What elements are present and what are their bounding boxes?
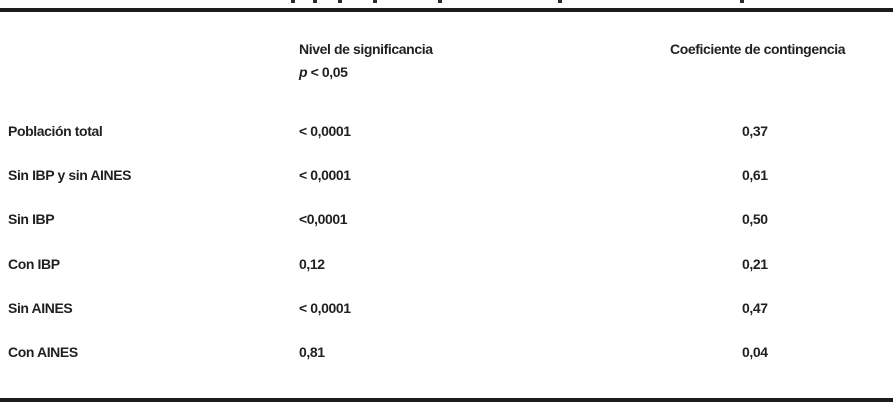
contingency-cell: 0,50 (742, 211, 768, 227)
contingency-cell: 0,61 (742, 167, 768, 183)
significance-cell: 0,12 (299, 256, 325, 272)
caption-remnant-mark (558, 0, 562, 3)
significance-cell: < 0,0001 (299, 300, 351, 316)
row-label-cell: Población total (8, 123, 103, 139)
contingency-cell: 0,04 (742, 344, 768, 360)
caption-remnant-mark (438, 0, 442, 3)
p-symbol: p (299, 64, 308, 80)
contingency-cell: 0,21 (742, 256, 768, 272)
contingency-cell: 0,47 (742, 300, 768, 316)
header-significance-threshold: p < 0,05 (299, 65, 348, 79)
caption-remnant-mark (313, 0, 317, 3)
p-threshold-value: < 0,05 (307, 64, 348, 80)
header-contingency: Coeficiente de contingencia (670, 41, 846, 57)
caption-remnant-mark (373, 0, 377, 3)
table-top-rule (0, 8, 893, 12)
row-label-cell: Con AINES (8, 344, 78, 360)
caption-remnant-mark (740, 0, 744, 3)
row-label-cell: Con IBP (8, 256, 60, 272)
table-bottom-rule (0, 398, 893, 402)
header-significance: Nivel de significancia (299, 41, 433, 57)
significance-cell: <0,0001 (299, 211, 348, 227)
significance-cell: < 0,0001 (299, 123, 351, 139)
row-label-cell: Sin IBP y sin AINES (8, 167, 132, 183)
row-label-cell: Sin AINES (8, 300, 73, 316)
contingency-cell: 0,37 (742, 123, 768, 139)
caption-remnant-mark (338, 0, 342, 3)
row-label-cell: Sin IBP (8, 211, 55, 227)
caption-remnant-mark (291, 0, 295, 3)
significance-cell: 0,81 (299, 344, 325, 360)
significance-cell: < 0,0001 (299, 167, 351, 183)
